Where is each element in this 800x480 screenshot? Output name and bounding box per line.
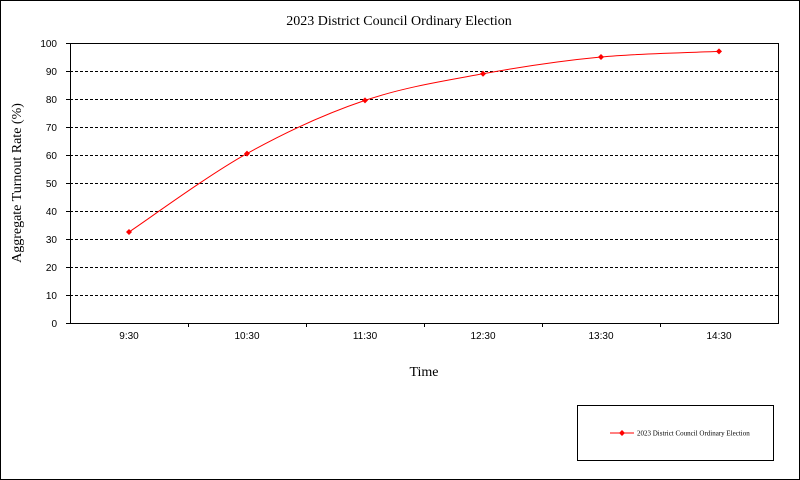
data-point-930 [126,229,132,235]
y-tick-label-0: 0 [51,319,57,330]
x-tick-label-1230: 12:30 [470,331,495,342]
x-tick-label-930: 9:30 [119,331,139,342]
y-tick-label-60: 60 [46,151,58,162]
data-point-1430 [716,48,722,55]
x-tick-label-1430: 14:30 [706,331,731,342]
y-tick-label-50: 50 [46,179,58,190]
y-axis-label: Aggregate Turnout Rate (%) [10,103,25,263]
y-tick-label-100: 100 [40,39,57,50]
legend-entry-label: 2023 District Council Ordinary Election [637,430,750,438]
series-line-0 [128,50,720,233]
x-tick-label-1030: 10:30 [234,331,259,342]
y-tick-label-10: 10 [46,291,58,302]
x-axis: 9:30 10:30 11:30 12:30 13:30 14:30 [119,323,732,342]
legend-marker-swatch [619,430,625,436]
grid-lines [70,71,778,296]
y-tick-label-80: 80 [46,95,58,106]
x-axis-label: Time [409,365,438,380]
data-point-1130 [362,97,368,104]
y-axis: 0 10 20 30 40 50 60 70 80 90 100 [40,39,70,330]
chart-title: 2023 District Council Ordinary Election [286,14,512,29]
y-tick-label-40: 40 [46,207,58,218]
data-point-1230 [480,70,486,77]
x-tick-label-1130: 11:30 [353,331,378,342]
series-layer [126,48,722,235]
x-tick-label-1330: 13:30 [588,331,613,342]
y-tick-label-90: 90 [46,67,58,78]
data-point-1330 [598,54,604,60]
y-tick-label-20: 20 [46,263,58,274]
legend: 2023 District Council Ordinary Election [577,405,774,461]
y-tick-label-70: 70 [46,123,58,134]
y-tick-label-30: 30 [46,235,58,246]
data-point-1030 [244,150,250,157]
